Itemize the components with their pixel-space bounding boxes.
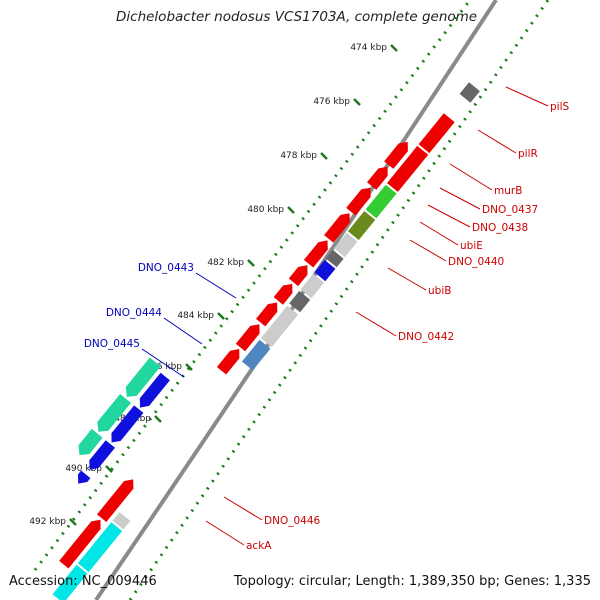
kbp-tick-mark	[185, 363, 193, 371]
gene-label: ubiB	[428, 285, 451, 297]
forward-gene-arrow	[303, 240, 328, 268]
gene-leader-line	[163, 317, 203, 345]
inner-dotted-track	[33, 0, 472, 571]
kbp-tick-mark	[105, 465, 113, 473]
gene-leader-line	[477, 129, 517, 154]
kbp-tick-mark	[69, 518, 77, 526]
gene-label: murB	[494, 185, 522, 197]
forward-gene-arrow	[384, 141, 408, 169]
gene-leader-line	[427, 204, 471, 228]
forward-gene-arrow	[59, 519, 101, 569]
outer-gene-block	[241, 339, 271, 371]
outer-gene-block	[334, 232, 358, 258]
gene-leader-line	[141, 348, 185, 378]
gene-leader-line	[439, 187, 481, 210]
forward-gene-arrow	[273, 283, 293, 305]
map-title: Dichelobacter nodosus VCS1703A, complete…	[116, 9, 478, 25]
genome-summary-text: Topology: circular; Length: 1,389,350 bp…	[233, 574, 591, 589]
outer-gene-block	[77, 522, 123, 573]
reverse-gene-arrow	[78, 428, 103, 456]
gene-label: DNO_0438	[472, 222, 528, 234]
kbp-label: 490 kbp	[65, 464, 102, 474]
kbp-label: 478 kbp	[280, 151, 317, 161]
reverse-gene-arrow	[89, 440, 115, 470]
gene-leader-line	[205, 520, 245, 546]
gene-leader-line	[223, 496, 263, 521]
gene-label: DNO_0445	[84, 338, 140, 350]
gene-leader-line	[387, 267, 427, 291]
outer-gene-block	[260, 305, 299, 348]
forward-gene-arrow	[367, 166, 388, 190]
gene-label: pilS	[550, 101, 569, 113]
gene-leader-line	[419, 221, 459, 246]
gene-label: DNO_0437	[482, 204, 538, 216]
kbp-label: 480 kbp	[247, 205, 284, 215]
outer-gene-block	[300, 273, 325, 299]
kbp-label: 486 kbp	[145, 362, 182, 372]
outer-dotted-track	[128, 0, 550, 600]
gene-label: DNO_0443	[138, 262, 194, 274]
outer-gene-block	[112, 512, 131, 530]
reverse-gene-arrow	[97, 394, 131, 432]
gene-label: DNO_0440	[448, 256, 504, 268]
kbp-tick-mark	[247, 259, 255, 267]
reverse-gene-arrow	[125, 357, 161, 397]
outer-gene-block	[314, 259, 336, 282]
outer-gene-block	[459, 82, 480, 103]
gene-label: pilR	[518, 148, 538, 160]
kbp-label: 474 kbp	[350, 43, 387, 53]
outer-gene-block	[387, 145, 429, 192]
forward-gene-arrow	[235, 324, 260, 352]
gene-label: ubiE	[460, 240, 483, 252]
forward-gene-arrow	[324, 213, 350, 243]
outer-gene-block	[418, 113, 455, 154]
gene-leader-line	[449, 163, 493, 191]
gene-label: DNO_0442	[398, 331, 454, 343]
kbp-tick-mark	[154, 415, 162, 423]
kbp-tick-mark	[390, 44, 398, 52]
gene-label: DNO_0446	[264, 515, 320, 527]
accession-text: Accession: NC_009446	[9, 574, 157, 589]
gene-leader-line	[505, 86, 549, 107]
reverse-gene-arrow	[78, 470, 91, 484]
kbp-tick-mark	[217, 312, 225, 320]
forward-gene-arrow	[216, 349, 240, 375]
kbp-tick-mark	[287, 206, 295, 214]
kbp-tick-mark	[353, 98, 361, 106]
reverse-gene-arrow	[111, 405, 144, 443]
outer-gene-block	[347, 211, 376, 240]
outer-gene-block	[325, 249, 344, 268]
gene-label: ackA	[246, 540, 272, 552]
forward-gene-arrow	[97, 479, 134, 522]
forward-gene-arrow	[288, 265, 308, 287]
kbp-tick-mark	[320, 152, 328, 160]
outer-gene-block	[365, 184, 397, 219]
kbp-label: 482 kbp	[207, 258, 244, 268]
kbp-label: 492 kbp	[29, 517, 66, 527]
outer-gene-block	[52, 564, 88, 600]
gene-leader-line	[409, 239, 447, 262]
kbp-label: 476 kbp	[313, 97, 350, 107]
forward-gene-arrow	[346, 187, 371, 216]
kbp-label: 484 kbp	[177, 311, 214, 321]
gene-label: DNO_0444	[106, 307, 162, 319]
gene-leader-line	[355, 311, 397, 337]
reverse-gene-arrow	[139, 372, 170, 408]
outer-gene-block	[289, 290, 311, 313]
forward-gene-arrow	[256, 302, 278, 327]
gene-leader-line	[195, 272, 237, 299]
